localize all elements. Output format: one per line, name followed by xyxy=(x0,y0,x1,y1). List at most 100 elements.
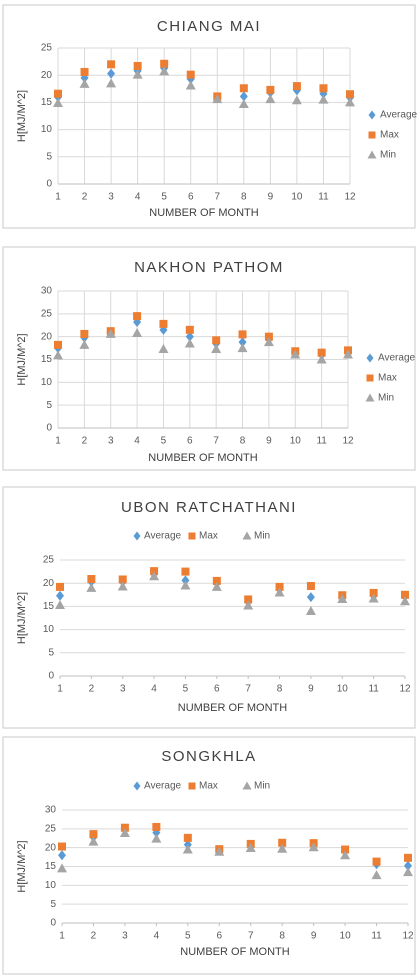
legend-label: Average xyxy=(378,353,416,364)
point-min xyxy=(185,80,196,90)
point-max xyxy=(401,590,409,599)
chart-panel xyxy=(2,246,416,471)
point-min xyxy=(340,850,351,860)
x-tick-label: 4 xyxy=(154,931,160,942)
point-max xyxy=(264,332,273,341)
point-min xyxy=(57,863,67,873)
x-tick-label: 10 xyxy=(337,684,349,695)
x-tick-label: 3 xyxy=(108,192,114,203)
y-tick-label: 25 xyxy=(41,43,53,54)
x-tick-label: 4 xyxy=(135,192,141,203)
point-min xyxy=(53,97,63,107)
legend-label: Average xyxy=(144,781,182,792)
x-tick-label: 9 xyxy=(268,192,274,203)
point-max xyxy=(87,575,96,584)
legend-swatch xyxy=(366,374,374,382)
legend-swatch xyxy=(188,532,196,540)
x-tick-label: 2 xyxy=(82,192,88,203)
point-min xyxy=(238,99,249,109)
x-tick-label: 7 xyxy=(213,436,219,447)
x-axis-title: NUMBER OF MONTH xyxy=(149,207,258,219)
y-axis-title: H[MJ/M^2] xyxy=(16,333,28,385)
chart-title: CHIANG MAI xyxy=(157,18,261,35)
point-max xyxy=(133,61,142,70)
point-min xyxy=(345,97,355,107)
point-min xyxy=(371,870,382,880)
point-min xyxy=(151,833,162,843)
point-max xyxy=(238,330,247,339)
x-tick-label: 5 xyxy=(185,931,191,942)
legend-swatch xyxy=(242,781,252,790)
x-axis-title: NUMBER OF MONTH xyxy=(148,452,257,464)
point-min xyxy=(211,581,222,591)
point-max xyxy=(212,576,221,585)
point-min xyxy=(291,95,302,105)
x-tick-label: 8 xyxy=(277,684,283,695)
point-max xyxy=(341,845,350,854)
legend-swatch xyxy=(133,531,141,541)
legend-label: Average xyxy=(380,110,418,121)
point-max xyxy=(278,838,287,847)
chart-panel xyxy=(2,4,416,229)
point-max xyxy=(266,85,275,94)
x-tick-label: 4 xyxy=(134,436,140,447)
point-max xyxy=(186,70,195,79)
y-tick-label: 5 xyxy=(46,400,52,411)
x-tick-label: 9 xyxy=(311,931,317,942)
y-tick-label: 30 xyxy=(41,286,53,297)
x-tick-label: 12 xyxy=(402,931,414,942)
point-min xyxy=(88,836,99,846)
y-tick-label: 15 xyxy=(45,861,57,872)
legend-label: Min xyxy=(378,393,394,404)
point-min xyxy=(277,843,288,853)
point-min xyxy=(117,581,128,591)
point-max xyxy=(58,842,66,851)
legend-swatch xyxy=(188,782,196,790)
x-tick-label: 3 xyxy=(108,436,114,447)
point-min xyxy=(55,600,65,610)
point-min xyxy=(79,78,90,88)
point-min xyxy=(132,328,143,338)
chart-panel xyxy=(2,486,416,729)
legend-swatch xyxy=(242,531,252,540)
x-tick-label: 8 xyxy=(279,931,285,942)
point-min xyxy=(243,600,254,610)
x-tick-label: 1 xyxy=(55,192,61,203)
x-tick-label: 5 xyxy=(161,436,167,447)
legend-swatch xyxy=(133,781,141,791)
y-tick-label: 25 xyxy=(45,823,57,834)
point-min xyxy=(290,349,301,359)
point-max xyxy=(56,582,64,591)
x-tick-label: 1 xyxy=(59,931,65,942)
point-average xyxy=(56,590,64,601)
y-tick-label: 0 xyxy=(46,179,52,190)
y-tick-label: 5 xyxy=(48,647,54,658)
point-max xyxy=(369,588,378,597)
point-min xyxy=(86,582,97,592)
x-tick-label: 4 xyxy=(151,684,157,695)
y-tick-label: 25 xyxy=(41,308,53,319)
x-tick-label: 10 xyxy=(340,931,352,942)
x-tick-label: 5 xyxy=(161,192,167,203)
x-tick-label: 2 xyxy=(82,436,88,447)
point-max xyxy=(54,89,62,98)
chart-title: UBON RATCHATHANI xyxy=(121,499,297,516)
y-axis-title: H[MJ/M^2] xyxy=(16,840,28,892)
point-min xyxy=(263,337,274,347)
point-max xyxy=(80,329,89,338)
point-max xyxy=(239,84,248,93)
point-min xyxy=(237,343,248,353)
point-max xyxy=(159,319,168,328)
x-tick-label: 10 xyxy=(291,192,303,203)
point-min xyxy=(274,587,285,597)
legend-label: Max xyxy=(199,781,218,792)
point-min xyxy=(403,867,413,877)
point-average xyxy=(58,850,66,861)
x-tick-label: 6 xyxy=(187,436,193,447)
x-tick-label: 11 xyxy=(318,192,329,203)
point-min xyxy=(265,94,276,104)
x-tick-label: 11 xyxy=(368,684,379,695)
point-min xyxy=(400,596,410,606)
point-max xyxy=(212,336,221,345)
point-min xyxy=(368,593,379,603)
